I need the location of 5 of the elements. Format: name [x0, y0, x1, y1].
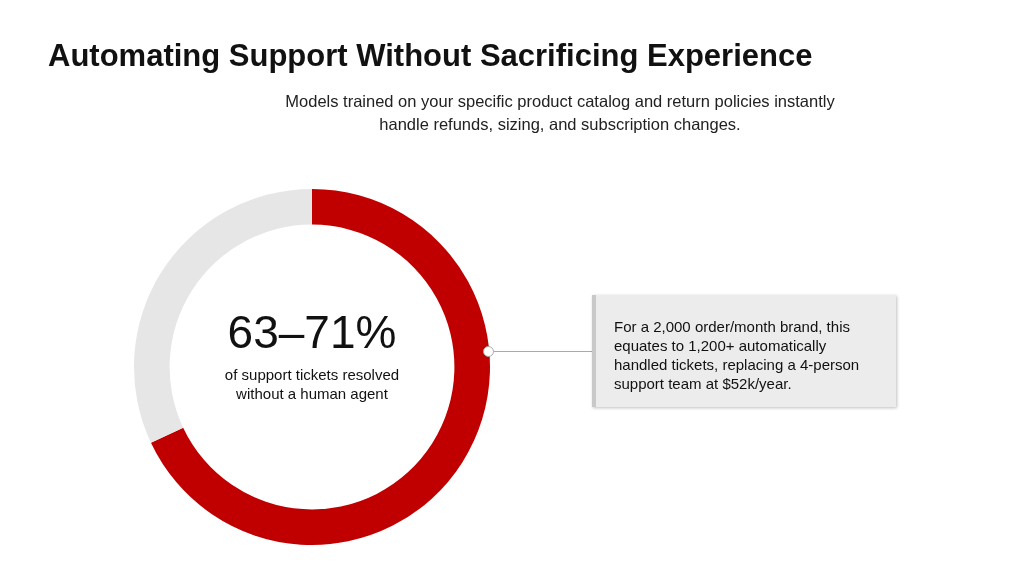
text: For a 2,000 order/month brand, this equates to 1,200+ automatically handled tickets, replacing a 4-person support team at $52k/year. — [592, 295, 896, 407]
text: Models trained on your specific product catalog and return policies instantly handle refunds, sizing, and subscription changes. — [284, 91, 836, 135]
text: 63–71% — [226, 305, 398, 359]
text: of support tickets resolved without a human agent — [223, 365, 401, 403]
chart-title: Automating Support Without Sacrificing Experience — [48, 38, 813, 74]
